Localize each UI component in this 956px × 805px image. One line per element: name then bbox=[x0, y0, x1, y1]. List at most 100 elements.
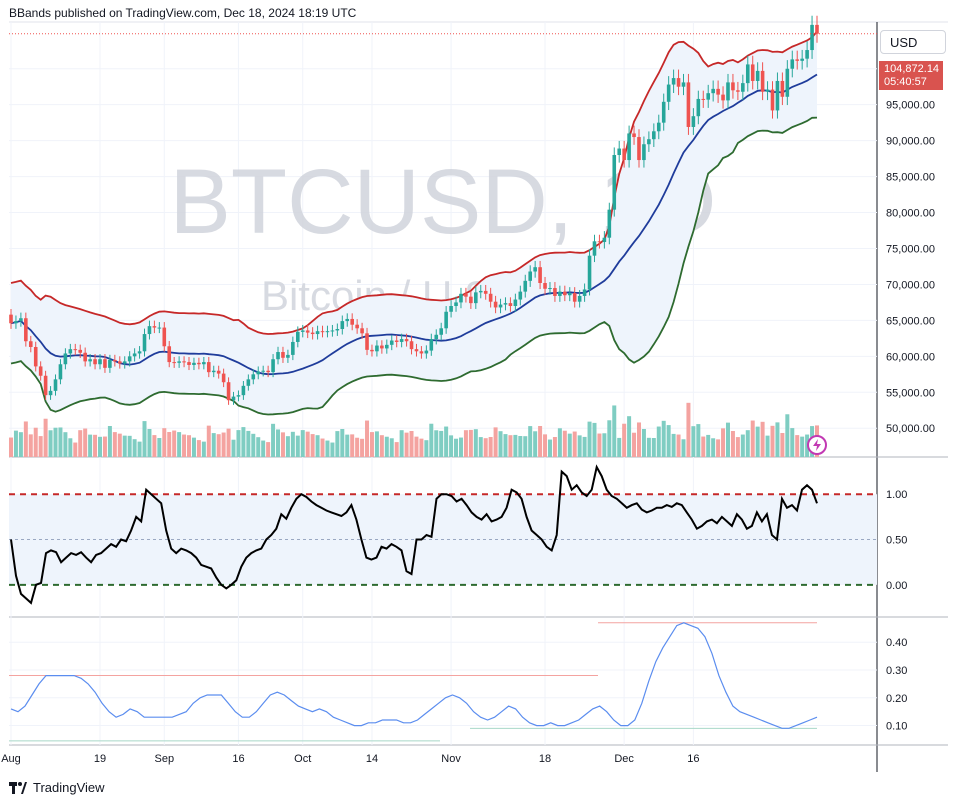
volume-bar bbox=[340, 429, 345, 457]
volume-bar bbox=[211, 433, 216, 457]
candle bbox=[548, 288, 552, 290]
candle bbox=[775, 80, 780, 111]
volume-bar bbox=[384, 436, 389, 457]
candle bbox=[612, 155, 617, 210]
candle bbox=[424, 350, 429, 354]
candle bbox=[632, 133, 636, 138]
currency-button[interactable]: USD bbox=[880, 30, 946, 54]
candle bbox=[454, 302, 458, 307]
candle bbox=[360, 328, 364, 334]
candle bbox=[607, 209, 612, 238]
x-tick-label: Dec bbox=[614, 753, 634, 765]
candle bbox=[63, 353, 68, 365]
candle bbox=[577, 295, 582, 302]
candle bbox=[394, 340, 399, 342]
volume-bar bbox=[602, 433, 607, 457]
volume-bar bbox=[478, 437, 483, 457]
candle bbox=[295, 331, 300, 342]
y-tick-label: 55,000.00 bbox=[886, 387, 935, 399]
y-tick-label: 90,000.00 bbox=[886, 136, 935, 148]
volume-bar bbox=[201, 441, 206, 457]
candle bbox=[122, 361, 127, 364]
volume-bar bbox=[721, 428, 726, 457]
candle bbox=[38, 366, 43, 376]
percent-b-tick-label: 0.00 bbox=[886, 580, 907, 592]
candle bbox=[211, 370, 216, 373]
volume-bar bbox=[488, 437, 493, 457]
volume-bar bbox=[38, 436, 43, 457]
volume-bar bbox=[360, 438, 365, 457]
volume-bar bbox=[191, 437, 196, 457]
volume-bar bbox=[730, 431, 735, 457]
volume-bar bbox=[350, 434, 355, 457]
volume-bar bbox=[775, 422, 780, 457]
volume-bar bbox=[404, 432, 409, 457]
volume-bar bbox=[523, 436, 528, 457]
volume-bar bbox=[98, 436, 103, 457]
volume-bar bbox=[755, 426, 760, 457]
volume-bar bbox=[686, 402, 691, 457]
volume-bar bbox=[68, 438, 73, 457]
volume-bar bbox=[172, 430, 177, 457]
volume-bar bbox=[607, 420, 612, 457]
volume-bar bbox=[765, 435, 770, 457]
volume-bar bbox=[295, 435, 300, 457]
y-tick-label: 60,000.00 bbox=[886, 351, 935, 363]
volume-bar bbox=[216, 434, 221, 457]
volume-bar bbox=[587, 421, 592, 457]
volume-bar bbox=[365, 420, 370, 457]
volume-bar bbox=[374, 431, 379, 457]
volume-bar bbox=[617, 437, 622, 457]
candle bbox=[28, 341, 33, 347]
upper-band-line bbox=[10, 30, 818, 335]
volume-bar bbox=[785, 414, 790, 457]
volume-bar bbox=[567, 433, 572, 457]
footer-brand[interactable]: TradingView bbox=[9, 780, 105, 795]
candle bbox=[380, 345, 384, 349]
candle bbox=[741, 83, 745, 92]
volume-bar bbox=[419, 438, 424, 457]
volume-bar bbox=[671, 433, 676, 457]
candle bbox=[602, 237, 607, 243]
candle bbox=[310, 332, 315, 335]
candle bbox=[43, 375, 48, 396]
volume-bar bbox=[107, 426, 112, 457]
volume-bar bbox=[760, 421, 765, 457]
lightning-icon[interactable] bbox=[807, 435, 827, 455]
candle bbox=[671, 78, 676, 85]
volume-bar bbox=[622, 423, 627, 457]
volume-bar bbox=[409, 431, 414, 457]
volume-bar bbox=[266, 442, 271, 457]
candle bbox=[755, 70, 760, 81]
candle bbox=[221, 373, 226, 383]
candle bbox=[513, 299, 518, 307]
countdown-timer: 05:40:57 bbox=[884, 76, 927, 88]
candle bbox=[226, 382, 231, 401]
tradingview-logo-icon bbox=[9, 781, 27, 794]
basis-line bbox=[10, 73, 818, 376]
volume-bar bbox=[636, 422, 641, 457]
volume-bar bbox=[691, 426, 696, 457]
volume-bar bbox=[632, 432, 637, 457]
volume-bar bbox=[290, 431, 295, 457]
candle bbox=[246, 379, 251, 386]
volume-bar bbox=[33, 427, 38, 457]
x-tick-label: 14 bbox=[366, 753, 378, 765]
candle bbox=[113, 359, 117, 362]
volume-bar bbox=[177, 432, 182, 457]
volume-bar bbox=[706, 434, 711, 457]
volume-bar bbox=[651, 438, 656, 457]
volume-bar bbox=[182, 434, 187, 457]
volume-bar bbox=[137, 441, 142, 457]
volume-bar bbox=[725, 422, 730, 457]
volume-bar bbox=[483, 438, 488, 457]
volume-bar bbox=[528, 426, 533, 457]
candle bbox=[434, 334, 439, 340]
volume-bar bbox=[325, 440, 330, 457]
band-fill bbox=[11, 31, 817, 415]
volume-bar bbox=[538, 426, 543, 457]
volume-bar bbox=[434, 430, 439, 457]
volume-bar bbox=[157, 438, 162, 457]
candle bbox=[587, 255, 592, 290]
